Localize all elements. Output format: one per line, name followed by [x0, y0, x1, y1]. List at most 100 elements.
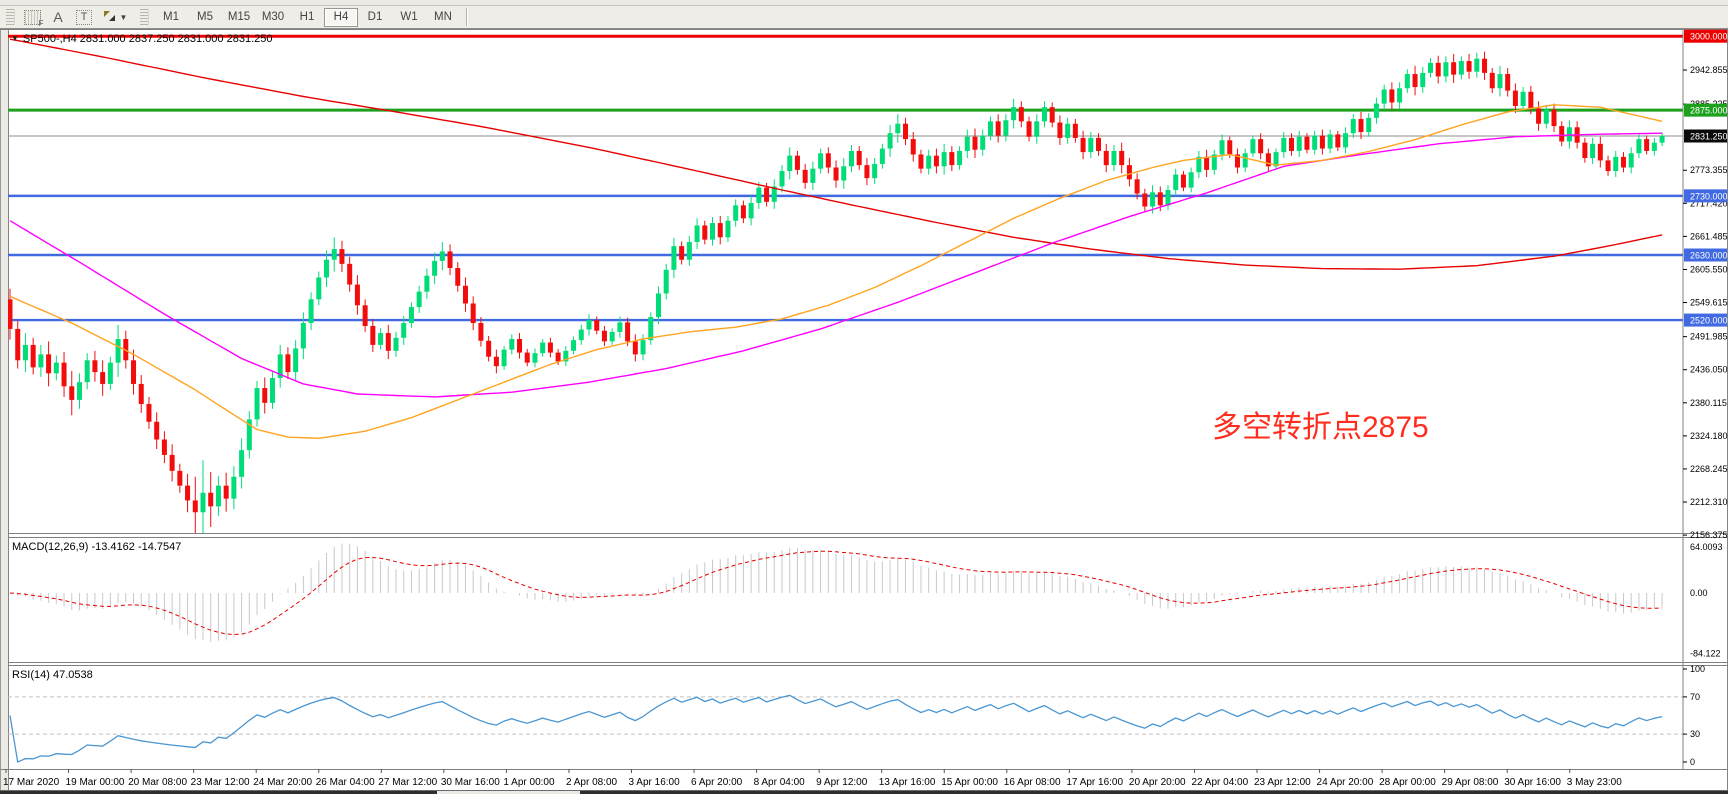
grid-f-icon: F: [23, 9, 44, 28]
price-axis[interactable]: 2942.8552885.2252773.3552717.4202661.485…: [1683, 29, 1728, 767]
date-axis[interactable]: 17 Mar 2020 19 Mar 00:00 20 Mar 08:00 23 Ma…: [3, 769, 1622, 788]
svg-text:100: 100: [1690, 664, 1705, 674]
symbol-ohlc-label: ▼ SP500-,H4 2831.000 2837.250 2831.000 28…: [11, 33, 272, 45]
main-price-pane: [8, 34, 1683, 533]
price-badge-3000.000: [1684, 29, 1727, 43]
ma-fast-orange: [9, 104, 1663, 440]
toolbar-grip-2[interactable]: [140, 9, 149, 25]
tf-button-m30[interactable]: M30: [261, 10, 285, 23]
chart-annotation: 多空转折点2875: [1212, 411, 1429, 444]
svg-text:1 Apr 00:00: 1 Apr 00:00: [503, 777, 555, 788]
rsi-line: [9, 694, 1663, 763]
macd-signal-line: [9, 550, 1663, 636]
svg-text:0.00: 0.00: [1690, 588, 1708, 598]
svg-text:3 May 23:00: 3 May 23:00: [1567, 777, 1622, 788]
svg-text:2156.375: 2156.375: [1690, 530, 1728, 540]
svg-text:2520.000: 2520.000: [1690, 316, 1728, 326]
toolbar-remnant-strip: [0, 0, 1728, 6]
tf-button-m5[interactable]: M5: [197, 10, 213, 23]
svg-text:2875.000: 2875.000: [1690, 106, 1728, 116]
svg-text:2212.310: 2212.310: [1690, 497, 1728, 507]
svg-text:15 Apr 00:00: 15 Apr 00:00: [941, 777, 998, 788]
tf-button-m1[interactable]: M1: [163, 10, 179, 23]
svg-text:22 Apr 04:00: 22 Apr 04:00: [1191, 777, 1248, 788]
text-tool-icon: T: [76, 9, 92, 25]
tf-button-h4[interactable]: H4: [324, 7, 358, 27]
tf-button-w1[interactable]: W1: [400, 10, 418, 23]
svg-text:24 Apr 20:00: 24 Apr 20:00: [1317, 777, 1374, 788]
candles-layer: [8, 51, 1665, 533]
svg-text:19 Mar 00:00: 19 Mar 00:00: [66, 777, 125, 788]
macd-pane: [9, 543, 1663, 642]
text-label-tool[interactable]: A: [53, 9, 63, 25]
svg-text:13 Apr 16:00: 13 Apr 16:00: [879, 777, 936, 788]
arrows-tool[interactable]: ▼: [98, 7, 132, 27]
toolbar-grip[interactable]: [6, 9, 15, 25]
symbol-ohlc-text: SP500-,H4 2831.000 2837.250 2831.000 283…: [22, 33, 273, 45]
svg-text:2605.550: 2605.550: [1690, 264, 1728, 274]
svg-text:27 Mar 12:00: 27 Mar 12:00: [378, 777, 437, 788]
macd-indicator-label: MACD(12,26,9) -13.4162 -14.7547: [12, 541, 182, 553]
svg-text:2717.420: 2717.420: [1690, 198, 1728, 208]
svg-text:2630.000: 2630.000: [1690, 251, 1728, 261]
toolbar-separator: [466, 8, 468, 26]
svg-text:3 Apr 16:00: 3 Apr 16:00: [629, 777, 681, 788]
svg-text:2268.245: 2268.245: [1690, 464, 1728, 474]
ma-medium-magenta: [9, 132, 1663, 398]
svg-text:6 Apr 20:00: 6 Apr 20:00: [691, 777, 743, 788]
collapse-triangle-icon[interactable]: ▼: [11, 34, 19, 43]
text-tool[interactable]: T: [72, 7, 96, 27]
window-bottom-edge: [0, 790, 1728, 794]
svg-text:70: 70: [1690, 692, 1700, 702]
toolbar: F A T ▼ M1 M5 M15 M30 H1 H4 D1 W1 MN: [0, 6, 1728, 29]
tf-button-d1[interactable]: D1: [367, 10, 383, 23]
timeframe-buttons: M1 M5 M15 M30 H1 H4 D1 W1 MN: [154, 7, 460, 27]
svg-text:9 Apr 12:00: 9 Apr 12:00: [816, 777, 868, 788]
svg-text:2730.000: 2730.000: [1690, 191, 1728, 201]
arrows-icon: [103, 10, 119, 24]
svg-text:20 Apr 20:00: 20 Apr 20:00: [1129, 777, 1186, 788]
svg-text:23 Mar 12:00: 23 Mar 12:00: [191, 777, 250, 788]
svg-text:26 Mar 04:00: 26 Mar 04:00: [316, 777, 375, 788]
svg-text:64.0093: 64.0093: [1690, 542, 1723, 552]
svg-text:2324.180: 2324.180: [1690, 431, 1728, 441]
ma-slow-red: [9, 38, 1663, 270]
svg-text:3000.000: 3000.000: [1690, 32, 1728, 42]
chevron-down-icon[interactable]: ▼: [119, 12, 128, 22]
price-badge-2520.000: [1684, 313, 1727, 327]
svg-text:2549.615: 2549.615: [1690, 298, 1728, 308]
macd-histogram: [17, 543, 1663, 642]
window-left-border: [0, 29, 9, 790]
svg-text:2491.985: 2491.985: [1690, 332, 1728, 342]
rsi-indicator-label: RSI(14) 47.0538: [12, 669, 93, 681]
rsi-pane: [8, 694, 1683, 763]
tf-button-mn[interactable]: MN: [434, 10, 452, 23]
svg-text:2831.250: 2831.250: [1690, 131, 1728, 141]
svg-text:2 Apr 08:00: 2 Apr 08:00: [566, 777, 618, 788]
svg-text:0: 0: [1690, 757, 1695, 767]
tf-button-h1[interactable]: H1: [299, 10, 315, 23]
svg-text:16 Apr 08:00: 16 Apr 08:00: [1004, 777, 1061, 788]
svg-text:30 Apr 16:00: 30 Apr 16:00: [1504, 777, 1561, 788]
crosshair-grid-tool-icon[interactable]: F: [20, 7, 44, 28]
price-badge-2730.000: [1684, 189, 1727, 203]
svg-text:8 Apr 04:00: 8 Apr 04:00: [754, 777, 806, 788]
svg-text:2436.050: 2436.050: [1690, 365, 1728, 375]
svg-text:23 Apr 12:00: 23 Apr 12:00: [1254, 777, 1311, 788]
svg-text:2380.115: 2380.115: [1690, 398, 1727, 408]
price-badge-2875.000: [1684, 103, 1727, 117]
svg-text:2773.355: 2773.355: [1690, 165, 1728, 175]
svg-text:2661.485: 2661.485: [1690, 231, 1728, 241]
svg-text:30: 30: [1690, 729, 1700, 739]
price-badge-2630.000: [1684, 248, 1727, 262]
tf-button-m15[interactable]: M15: [227, 10, 251, 23]
svg-text:24 Mar 20:00: 24 Mar 20:00: [253, 777, 312, 788]
svg-text:-84.122: -84.122: [1690, 648, 1721, 658]
svg-text:20 Mar 08:00: 20 Mar 08:00: [128, 777, 187, 788]
svg-text:30 Mar 16:00: 30 Mar 16:00: [441, 777, 500, 788]
svg-text:28 Apr 00:00: 28 Apr 00:00: [1379, 777, 1436, 788]
svg-text:17 Apr 16:00: 17 Apr 16:00: [1066, 777, 1123, 788]
svg-text:2942.855: 2942.855: [1690, 65, 1728, 75]
